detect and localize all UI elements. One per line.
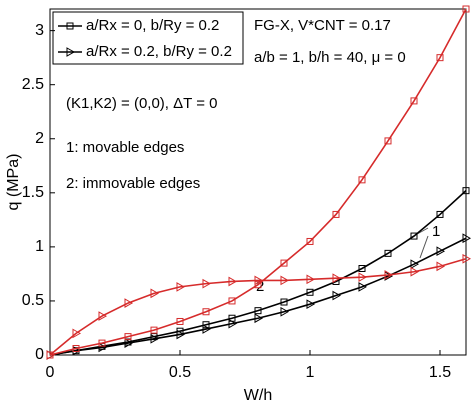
marker-triangle (436, 261, 446, 272)
marker-triangle (358, 282, 368, 292)
marker-triangle (436, 246, 446, 257)
marker-triangle (98, 342, 108, 353)
marker-square (306, 288, 314, 296)
marker-triangle (176, 329, 186, 340)
y-tick-label: 1 (35, 238, 44, 255)
marker-square (254, 307, 262, 315)
marker-triangle (202, 324, 212, 334)
curve-label: 2 (256, 278, 264, 295)
y-tick-label: 0.5 (22, 292, 44, 309)
x-tick-label: 1 (306, 364, 315, 381)
marker-triangle (306, 299, 316, 310)
series-line (49, 8, 467, 356)
marker-square (124, 333, 132, 341)
marker-triangle (98, 311, 108, 321)
legend-label: a/Rx = 0.2, b/Ry = 0.2 (86, 43, 232, 60)
marker-square (436, 210, 444, 218)
annotation: a/b = 1, b/h = 40, μ = 0 (254, 49, 406, 66)
marker-triangle (202, 278, 212, 289)
marker-square (176, 317, 184, 325)
marker-square (462, 187, 470, 195)
marker-square (358, 265, 366, 272)
leader-line (419, 235, 429, 259)
y-tick-label: 1.5 (22, 184, 44, 201)
marker-triangle (254, 313, 264, 324)
marker-triangle (72, 328, 82, 339)
x-axis-label: W/h (244, 387, 272, 404)
y-axis-label: q (MPa) (5, 154, 22, 211)
legend-box (52, 11, 244, 65)
marker-square (436, 54, 444, 62)
plot-frame (49, 8, 467, 356)
marker-square (150, 326, 158, 334)
y-tick-label: 0 (35, 346, 44, 363)
marker-triangle (150, 333, 160, 344)
legend-marker (66, 47, 76, 57)
annotation: 1: movable edges (66, 139, 184, 156)
marker-triangle (410, 266, 420, 277)
marker-triangle (228, 318, 238, 329)
marker-square (280, 298, 288, 306)
marker-triangle (384, 270, 394, 280)
marker-triangle (124, 298, 134, 308)
annotation: 2: immovable edges (66, 175, 200, 192)
marker-triangle (228, 276, 238, 287)
marker-triangle (254, 275, 264, 286)
y-tick-label: 2 (35, 130, 44, 147)
marker-triangle (358, 272, 368, 283)
marker-square (358, 176, 366, 184)
y-tick-label: 2.5 (22, 76, 44, 93)
marker-square (462, 5, 470, 13)
marker-square (72, 345, 80, 353)
marker-triangle (332, 290, 342, 301)
marker-square (306, 237, 314, 245)
marker-triangle (462, 233, 472, 244)
marker-square (228, 297, 236, 305)
marker-triangle (280, 306, 290, 317)
marker-square (202, 308, 210, 316)
series-line (49, 258, 467, 356)
y-tick-label: 3 (35, 22, 44, 39)
marker-triangle (280, 275, 290, 286)
marker-triangle (410, 259, 420, 270)
marker-triangle (306, 274, 316, 285)
marker-triangle (332, 273, 342, 284)
marker-triangle (150, 288, 160, 299)
x-tick-label: 0.5 (169, 364, 191, 381)
marker-triangle (462, 253, 472, 264)
marker-square (384, 249, 392, 257)
marker-square (332, 210, 340, 218)
marker-square (410, 232, 418, 240)
x-tick-label: 1.5 (429, 364, 451, 381)
legend-marker (66, 22, 74, 30)
annotation: FG-X, V*CNT = 0.17 (254, 17, 391, 34)
marker-triangle (46, 350, 56, 360)
curve-label: 1 (432, 223, 440, 240)
annotation: (K1,K2) = (0,0), ΔT = 0 (66, 95, 217, 112)
series-line (49, 190, 467, 356)
marker-square (280, 259, 288, 267)
x-tick-label: 0 (46, 364, 55, 381)
marker-square (98, 339, 106, 347)
legend-label: a/Rx = 0, b/Ry = 0.2 (86, 17, 219, 34)
marker-square (384, 137, 392, 145)
series-line (49, 237, 467, 356)
marker-triangle (124, 338, 134, 348)
marker-triangle (176, 282, 186, 292)
marker-square (410, 97, 418, 105)
